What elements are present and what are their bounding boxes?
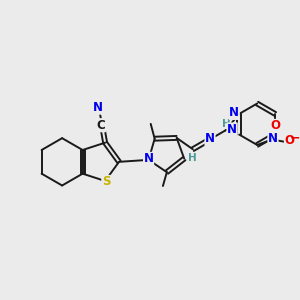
Text: O: O (284, 134, 295, 148)
Text: N: N (144, 152, 154, 165)
Text: −: − (290, 131, 300, 145)
Text: N: N (205, 132, 215, 146)
Text: O: O (270, 119, 280, 132)
Text: N: N (268, 132, 278, 145)
Text: S: S (102, 176, 110, 188)
Text: N: N (93, 101, 103, 114)
Text: N: N (229, 106, 239, 119)
Text: N: N (227, 123, 237, 136)
Text: H: H (222, 118, 231, 129)
Text: H: H (188, 153, 197, 163)
Text: C: C (97, 119, 105, 132)
